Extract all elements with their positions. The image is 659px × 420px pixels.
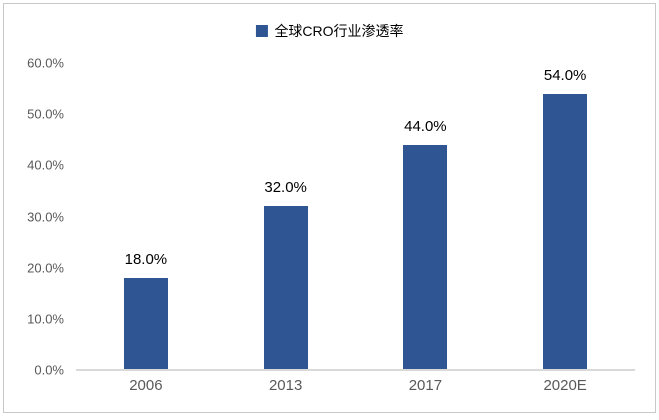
x-tick-label: 2006 [129, 377, 163, 394]
x-tick-label: 2017 [408, 377, 443, 394]
legend-label: 全球CRO行业渗透率 [274, 23, 404, 39]
x-tick-label: 2013 [268, 377, 303, 394]
bar-value-label: 18.0% [124, 250, 168, 268]
y-tick-label: 30.0% [27, 209, 64, 224]
bar-2013 [263, 206, 308, 370]
bar-2006 [123, 277, 168, 370]
y-tick-label: 40.0% [27, 157, 64, 173]
chart-legend: 全球CRO行业渗透率 [255, 23, 404, 39]
y-tick-label: 10.0% [27, 311, 64, 327]
bar-value-label: 32.0% [264, 179, 307, 197]
bar-2017 [403, 144, 448, 370]
y-tick-label: 60.0% [27, 55, 64, 71]
y-tick-label: 20.0% [27, 260, 64, 276]
y-tick-label: 0.0% [34, 362, 64, 378]
bar-value-label: 54.0% [543, 66, 587, 84]
y-tick-label: 50.0% [27, 106, 64, 122]
bar-value-label: 44.0% [404, 117, 447, 135]
x-axis-line [76, 369, 635, 371]
legend-swatch-icon [255, 25, 268, 37]
bar-2020E [543, 93, 588, 370]
x-tick-label: 2020E [543, 377, 587, 394]
